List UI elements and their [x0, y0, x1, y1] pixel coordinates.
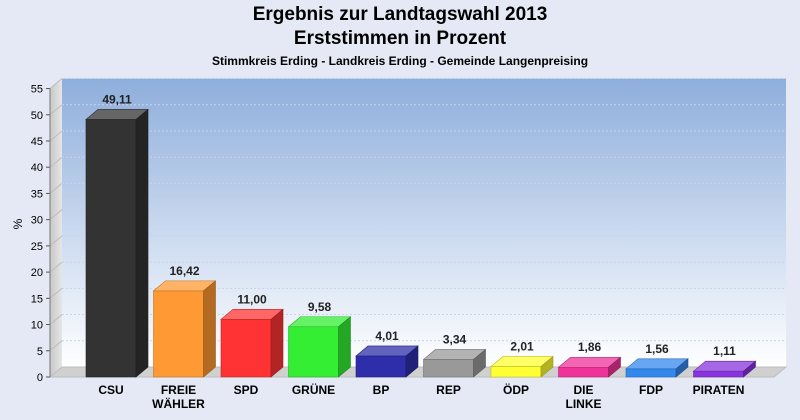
- bar-front: [625, 368, 677, 378]
- y-tick-label: 30: [31, 215, 43, 227]
- bar-value-label: 4,01: [375, 329, 399, 343]
- x-tick-label: FDP: [639, 383, 663, 397]
- x-tick-label: REP: [436, 383, 461, 397]
- plot-left-wall: [50, 78, 62, 378]
- x-tick-label: PIRATEN: [693, 383, 745, 397]
- bar-value-label: 16,42: [169, 264, 199, 278]
- y-tick-label: 35: [31, 188, 43, 200]
- bar-front: [558, 366, 609, 378]
- gridline-wall: [49, 183, 63, 194]
- bar-side: [743, 360, 756, 378]
- bar-front: [220, 319, 272, 378]
- bar-value-label: 1,86: [578, 340, 602, 354]
- y-axis-label: %: [11, 218, 25, 229]
- x-tick-label: DIE LINKE: [566, 383, 602, 411]
- bar-value-label: 1,11: [713, 344, 736, 358]
- gridline-wall: [49, 130, 63, 142]
- bar-value-label: 9,58: [308, 300, 332, 314]
- gridline-wall: [49, 287, 63, 299]
- bar-side: [473, 348, 486, 378]
- bar-value-label: 11,00: [237, 292, 267, 306]
- bar-front: [490, 366, 542, 378]
- bar-value-label: 49,11: [102, 92, 132, 106]
- bar: [557, 356, 622, 378]
- bar: [220, 308, 284, 378]
- y-tick-label: 40: [31, 162, 43, 174]
- gridline-wall: [49, 156, 63, 168]
- bar-side: [405, 345, 419, 378]
- gridline-wall: [49, 78, 63, 89]
- bar-value-label: 3,34: [443, 332, 467, 346]
- x-tick-label: SPD: [234, 383, 259, 397]
- y-tick-label: 45: [31, 136, 43, 148]
- gridline-wall: [49, 104, 63, 116]
- bar: [625, 358, 689, 378]
- gridline-wall: [49, 314, 63, 325]
- y-tick-label: 20: [31, 267, 43, 279]
- y-tick-label: 10: [31, 320, 43, 332]
- x-tick-label: CSU: [98, 383, 123, 397]
- y-tick-label: 25: [31, 241, 43, 253]
- bar-side: [135, 108, 149, 378]
- bar-side: [675, 358, 689, 378]
- bar-front: [85, 119, 137, 378]
- bar-side: [540, 355, 554, 378]
- y-tick-label: 55: [31, 84, 43, 96]
- bar: [422, 348, 487, 378]
- bar-front: [288, 326, 339, 378]
- x-tick-label: FREIE WÄHLER: [152, 383, 205, 411]
- y-tick-label: 0: [37, 372, 43, 384]
- bar-front: [153, 290, 204, 378]
- gridline-wall: [49, 340, 63, 352]
- bar: [85, 108, 149, 378]
- chart-title-line2: Erststimmen in Prozent: [293, 28, 507, 49]
- y-tick-label: 50: [31, 110, 43, 122]
- bar-front: [693, 370, 744, 378]
- bar-value-label: 2,01: [510, 339, 534, 353]
- bar-value-label: 1,56: [645, 342, 669, 356]
- bar-side: [608, 356, 621, 378]
- bar-front: [355, 355, 407, 378]
- y-tick-label: 5: [37, 346, 43, 358]
- gridline-wall: [49, 261, 63, 273]
- bar: [692, 360, 757, 378]
- bar: [355, 345, 419, 378]
- bar: [287, 316, 352, 378]
- bar-side: [338, 316, 351, 378]
- gridline-wall: [49, 209, 63, 221]
- x-tick-label: ÖDP: [503, 382, 529, 397]
- x-tick-label: BP: [373, 383, 390, 397]
- bar-side: [203, 280, 216, 378]
- y-tick-label: 15: [31, 293, 43, 305]
- bar-side: [270, 308, 284, 378]
- bar-front: [423, 359, 474, 378]
- bar: [490, 355, 554, 378]
- chart-title: Ergebnis zur Landtagswahl 2013: [252, 4, 548, 25]
- chart-subtitle: Stimmkreis Erding - Landkreis Erding - G…: [211, 54, 589, 68]
- gridline-wall: [49, 235, 63, 247]
- bar: [152, 280, 217, 378]
- x-tick-label: GRÜNE: [292, 382, 335, 397]
